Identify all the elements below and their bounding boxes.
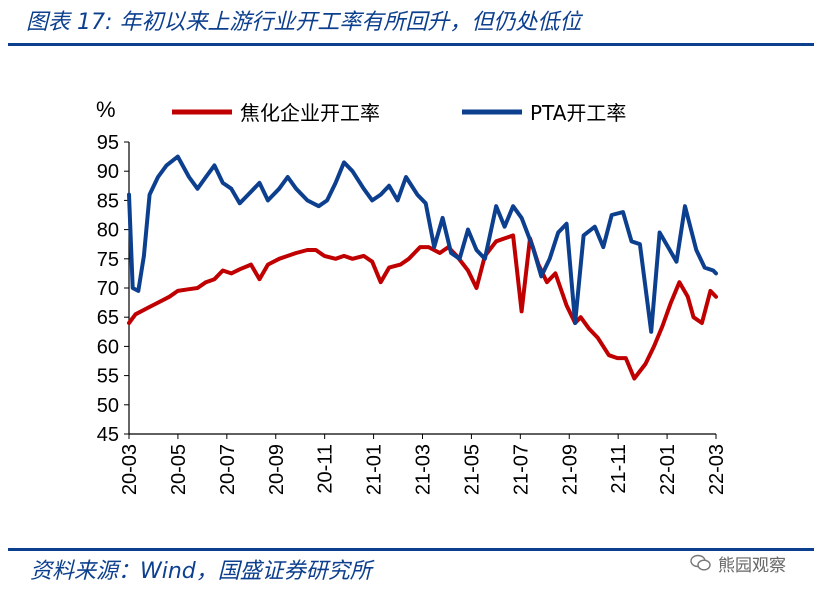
footer-divider [8, 548, 814, 551]
y-axis-unit-label: % [96, 97, 116, 122]
y-tick-label: 70 [97, 278, 119, 300]
x-tick-label: 20-07 [217, 444, 239, 495]
watermark-text: 熊园观察 [718, 555, 786, 576]
chart-legend: 焦化企业开工率 PTA开工率 [172, 101, 626, 125]
y-tick-label: 90 [97, 161, 119, 183]
y-tick-label: 45 [97, 424, 119, 446]
x-tick-label: 20-03 [119, 444, 141, 495]
y-tick-label: 75 [97, 249, 119, 271]
y-tick-label: 65 [97, 307, 119, 329]
x-tick-label: 21-03 [413, 444, 435, 495]
x-tick-label: 21-07 [510, 444, 532, 495]
wechat-icon [690, 554, 711, 571]
x-tick-label: 22-01 [657, 444, 679, 495]
title-divider [8, 43, 814, 46]
x-tick-label: 21-09 [559, 444, 581, 495]
y-tick-label: 55 [97, 366, 119, 388]
chart-axes: 45 50 55 60 65 70 75 80 85 90 95 20-03 20-05 20-07 20-… [97, 132, 728, 495]
chart-series [127, 154, 718, 381]
y-tick-label: 60 [97, 336, 119, 358]
source-note: 资料来源：Wind，国盛证券研究所 [30, 559, 372, 584]
y-tick-label: 80 [97, 220, 119, 242]
line-chart: 焦化企业开工率 PTA开工率 % 45 50 55 60 65 70 75 80 85 90 95 2… [96, 97, 728, 495]
series-line-coke [127, 233, 718, 381]
watermark: 熊园观察 [690, 550, 786, 576]
legend-label-coke: 焦化企业开工率 [240, 101, 380, 125]
x-tick-label: 21-05 [461, 444, 483, 495]
y-tick-label: 50 [97, 395, 119, 417]
x-tick-label: 20-09 [266, 444, 288, 495]
y-tick-label: 95 [97, 132, 119, 154]
series-line-pta [127, 154, 718, 334]
x-tick-label: 21-01 [364, 444, 386, 495]
x-tick-label: 20-05 [168, 444, 190, 495]
x-tick-label: 20-11 [315, 444, 337, 494]
figure-title: 图表 17: 年初以来上游行业开工率有所回升，但仍处低位 [26, 10, 582, 35]
x-tick-label: 21-11 [608, 444, 630, 494]
y-tick-label: 85 [97, 190, 119, 212]
x-tick-label: 22-03 [706, 444, 728, 495]
legend-label-pta: PTA开工率 [530, 101, 626, 125]
